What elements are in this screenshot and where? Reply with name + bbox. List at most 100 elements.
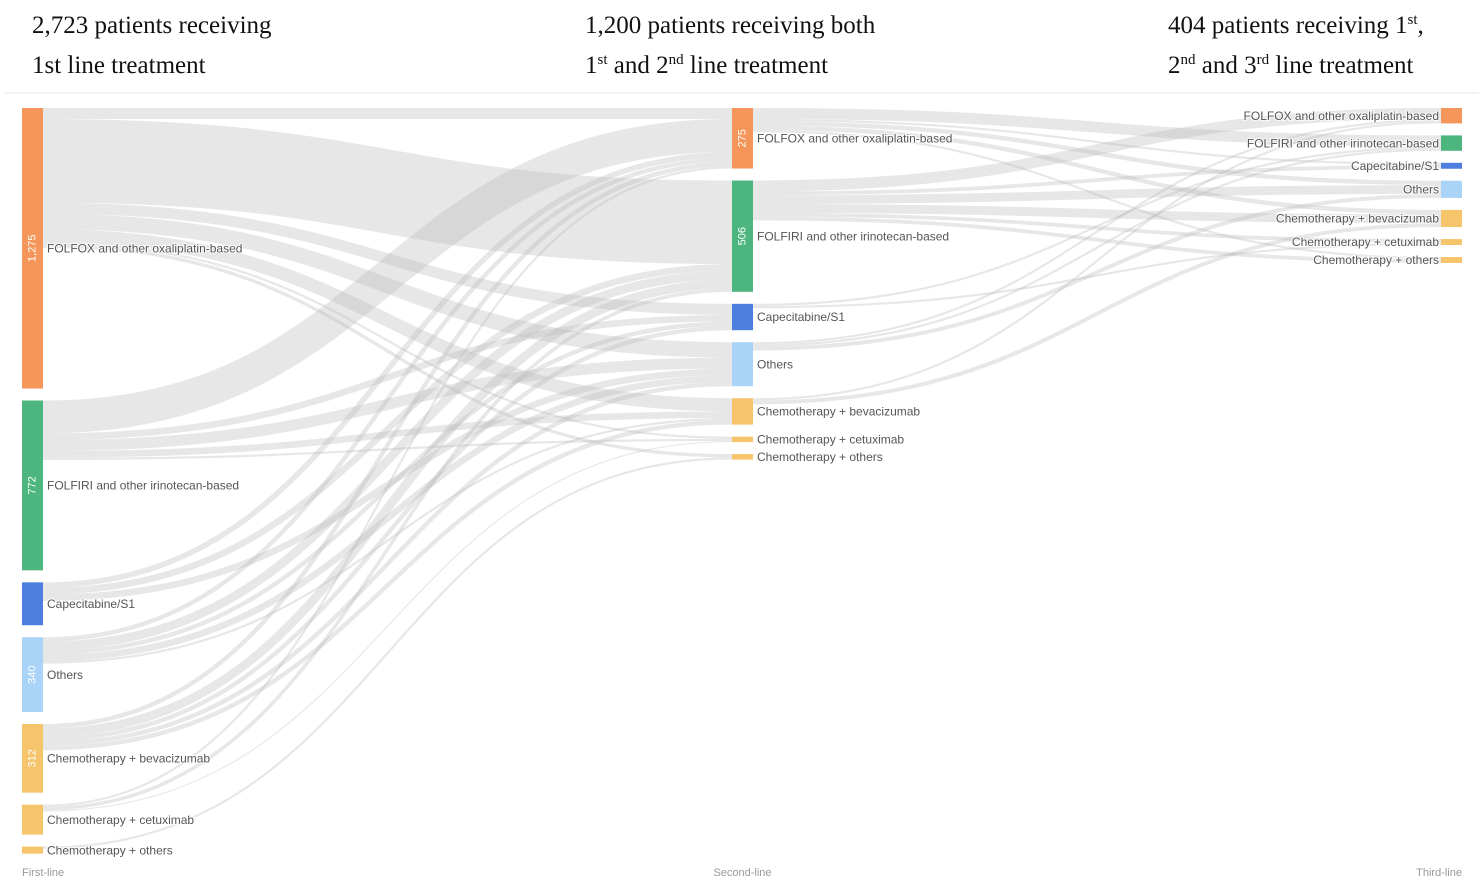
link <box>752 125 1442 215</box>
link <box>42 119 733 265</box>
link <box>42 166 733 807</box>
link <box>42 418 733 664</box>
link <box>752 146 1442 307</box>
node <box>1441 108 1462 124</box>
nodes: FOLFOX and other oxaliplatin-based 1,275 F… <box>22 108 1462 858</box>
node-label: FOLFIRI and other irinotecan-based <box>1247 136 1439 150</box>
node-label: Capecitabine/S1 <box>757 310 845 324</box>
link <box>752 204 1442 224</box>
node-label: Others <box>757 357 793 371</box>
link <box>42 438 733 460</box>
link <box>42 314 733 441</box>
header-run: line treatment <box>1269 52 1413 79</box>
node <box>1441 239 1462 245</box>
link <box>752 185 1442 205</box>
node-value: 340 <box>26 665 38 683</box>
link <box>42 213 733 358</box>
column-label: Second-line <box>713 867 771 879</box>
link <box>42 368 733 602</box>
header-run: , <box>1418 12 1424 39</box>
link <box>752 108 1442 192</box>
header-text: 2,723 patients receiving <box>32 12 272 39</box>
node-label: Chemotherapy + bevacizumab <box>1276 212 1439 226</box>
link <box>752 130 1442 260</box>
node <box>732 303 753 331</box>
header-run: st <box>1408 12 1419 28</box>
node <box>22 804 43 835</box>
node-label: FOLFIRI and other irinotecan-based <box>757 229 949 243</box>
link <box>42 242 733 439</box>
link <box>752 119 1442 165</box>
link <box>42 321 733 655</box>
node-label: Capecitabine/S1 <box>47 597 135 611</box>
node <box>1441 180 1462 198</box>
link <box>42 244 733 458</box>
header-run: 2 <box>1168 52 1181 79</box>
node-label: Chemotherapy + others <box>757 450 883 464</box>
header-run: and 2 <box>608 52 669 79</box>
node <box>732 180 753 292</box>
node-label: Chemotherapy + cetuximab <box>1292 235 1439 249</box>
link <box>42 279 733 738</box>
node <box>732 398 753 425</box>
link <box>42 457 733 849</box>
link <box>42 411 733 458</box>
link <box>42 152 733 588</box>
node <box>732 342 753 387</box>
node-value: 312 <box>26 749 38 767</box>
link <box>42 288 733 811</box>
link <box>752 165 1442 196</box>
node-value: 1,275 <box>26 234 38 262</box>
header-divider <box>4 92 1479 94</box>
node-value: 275 <box>736 129 748 147</box>
header-text: 1st line treatment <box>32 52 206 79</box>
node <box>732 454 753 460</box>
link <box>752 216 1442 263</box>
link <box>42 270 733 651</box>
node-value: 772 <box>26 476 38 494</box>
header-text: 1,200 patients receiving both <box>585 12 876 39</box>
header-text: 1st and 2nd line treatment <box>585 52 828 79</box>
node-label: Others <box>47 668 83 682</box>
link <box>42 264 733 595</box>
column-label: First-line <box>22 867 64 879</box>
header-run: 2,723 patients receiving <box>32 12 272 39</box>
node <box>22 846 43 854</box>
node-label: FOLFIRI and other irinotecan-based <box>47 479 239 493</box>
link <box>42 157 733 642</box>
node <box>22 400 43 571</box>
link <box>752 212 1442 243</box>
links <box>42 107 1442 849</box>
link <box>752 193 1442 351</box>
node <box>22 108 43 389</box>
link <box>752 119 1442 345</box>
header-run: nd <box>1181 52 1197 68</box>
node <box>22 724 43 793</box>
link <box>752 108 1442 147</box>
node-label: FOLFOX and other oxaliplatin-based <box>757 131 952 145</box>
link <box>42 325 733 742</box>
node <box>1441 257 1462 263</box>
node <box>1441 162 1462 169</box>
link <box>42 202 733 315</box>
node <box>732 436 753 443</box>
header-run: 1,200 patients receiving both <box>585 12 876 39</box>
header-run: line treatment <box>684 52 828 79</box>
link <box>752 148 1442 347</box>
link <box>42 420 733 751</box>
link <box>42 357 733 452</box>
link <box>42 161 733 729</box>
link <box>752 242 1442 309</box>
header-run: 1 <box>585 52 598 79</box>
header-text: 2nd and 3rd line treatment <box>1168 52 1414 79</box>
node <box>1441 135 1462 151</box>
node-label: Chemotherapy + others <box>1313 253 1439 267</box>
node-label: Chemotherapy + bevacizumab <box>47 752 210 766</box>
node <box>22 637 43 713</box>
node-label: Chemotherapy + cetuximab <box>47 813 194 827</box>
node-label: Chemotherapy + bevacizumab <box>757 405 920 419</box>
node <box>22 582 43 626</box>
node <box>732 108 753 169</box>
link <box>752 223 1442 405</box>
